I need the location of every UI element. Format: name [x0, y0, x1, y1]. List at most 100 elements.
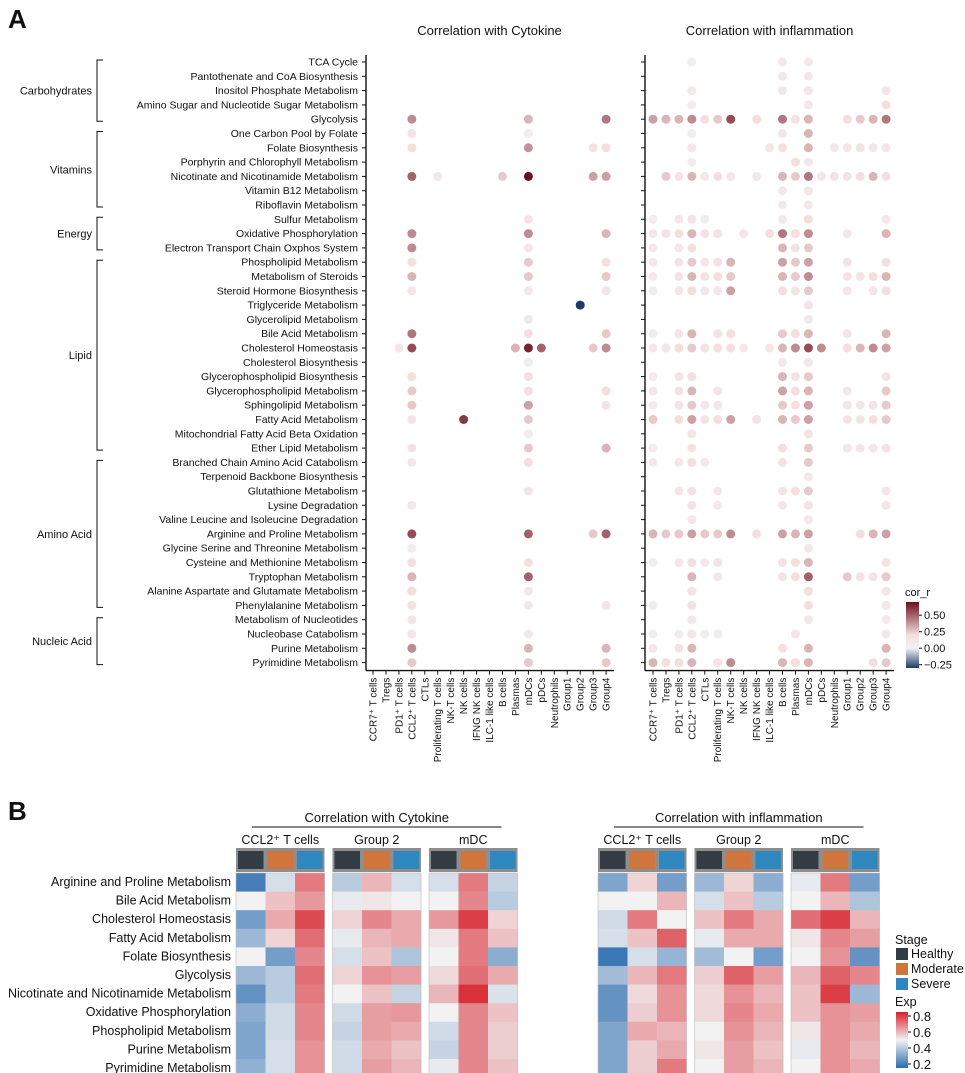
heatmap-cell	[265, 1021, 296, 1041]
data-dot	[778, 286, 787, 296]
heatmap-cell	[850, 873, 880, 892]
heatmap-cell	[429, 966, 459, 985]
cell-group-label: Group 2	[716, 833, 761, 847]
heatmap-cell	[332, 910, 363, 930]
legend-colorbar	[906, 602, 919, 668]
data-dot	[687, 529, 697, 539]
x-tick-label: Group4	[882, 677, 893, 711]
x-tick-label: pDCs	[817, 678, 828, 703]
heatmap-cell	[458, 947, 489, 967]
data-dot	[803, 214, 813, 224]
data-dot	[778, 57, 787, 67]
heatmap-cell	[753, 984, 784, 1004]
heatmap-row-label: Oxidative Phosphorylation	[86, 1005, 231, 1019]
heatmap-cell	[598, 984, 628, 1004]
exp-legend-tick-label: 0.2	[913, 1057, 931, 1072]
data-dot	[648, 243, 658, 253]
row-label: Metabolism of Nucleotides	[235, 614, 358, 626]
data-dot	[778, 558, 787, 567]
data-dot	[881, 272, 891, 281]
data-dot	[803, 114, 813, 124]
heatmap-cell	[724, 910, 754, 930]
data-dot	[842, 143, 852, 153]
data-dot	[842, 257, 852, 267]
data-dot	[700, 415, 710, 424]
x-tick-label: CCR7⁺ T cells	[649, 678, 660, 742]
heatmap-cell	[753, 947, 784, 967]
heatmap-cell	[362, 928, 392, 948]
stage-swatch	[334, 851, 360, 869]
heatmap-block-border	[428, 872, 518, 1073]
data-dot	[790, 415, 800, 424]
data-dot	[687, 400, 697, 410]
heatmap-cell	[820, 966, 851, 985]
heatmap-cell	[295, 1059, 325, 1073]
data-dot	[407, 114, 417, 124]
data-dot	[726, 171, 736, 181]
heatmap-cell	[362, 891, 392, 911]
heatmap-cell	[724, 1003, 754, 1023]
x-tick-label: Plasmas	[791, 678, 802, 716]
data-dot	[881, 114, 891, 124]
heatmap-cell	[265, 1040, 296, 1060]
data-dot	[881, 100, 891, 110]
data-dot	[842, 171, 852, 181]
heatmap-cell	[820, 928, 851, 948]
heatmap-cell	[488, 1003, 518, 1023]
heatmap-cell	[694, 1003, 725, 1023]
data-dot	[674, 486, 684, 496]
data-dot	[687, 157, 697, 167]
x-tick-label: CCL2⁺ T cells	[687, 678, 698, 740]
data-dot	[713, 272, 723, 281]
data-dot	[790, 272, 800, 281]
data-dot	[881, 171, 891, 181]
heatmap-cell	[724, 947, 754, 967]
x-tick-label: CTLs	[420, 678, 431, 702]
data-dot	[523, 129, 533, 138]
heatmap-cell	[791, 984, 821, 1004]
data-dot	[687, 600, 697, 610]
heatmap-cell	[598, 1059, 628, 1073]
x-tick-label: Neutrophils	[550, 678, 561, 729]
data-dot	[459, 415, 469, 424]
x-tick-label: Tregs	[381, 678, 392, 703]
heatmap-cell	[488, 1040, 518, 1060]
data-dot	[687, 343, 697, 353]
heatmap-cell	[850, 1003, 880, 1023]
heatmap-cell	[753, 966, 784, 985]
cell-group-label: CCL2⁺ T cells	[241, 833, 319, 847]
data-dot	[713, 329, 723, 339]
heatmap-cell	[332, 947, 363, 967]
data-dot	[855, 114, 865, 124]
data-dot	[713, 558, 723, 567]
data-dot	[881, 529, 891, 539]
heatmap-cell	[850, 910, 880, 930]
data-dot	[523, 114, 533, 124]
x-tick-label: Group1	[563, 677, 574, 711]
data-dot	[790, 171, 800, 181]
data-dot	[726, 415, 736, 424]
data-dot	[803, 415, 813, 424]
data-dot	[407, 457, 417, 467]
data-dot	[687, 329, 697, 339]
data-dot	[855, 171, 865, 181]
data-dot	[687, 586, 697, 596]
data-dot	[778, 257, 787, 267]
data-dot	[803, 372, 813, 382]
data-dot	[407, 443, 417, 453]
legend-tick-label: 0.25	[924, 627, 945, 639]
row-label: Pyrimidine Metabolism	[252, 657, 358, 669]
data-dot	[700, 114, 710, 124]
data-dot	[523, 429, 533, 439]
stage-swatch	[267, 851, 293, 869]
heatmap-cell	[791, 1059, 821, 1073]
heatmap-cell	[332, 966, 363, 985]
heatmap-cell	[295, 1021, 325, 1041]
data-dot	[790, 572, 800, 582]
row-label: Branched Chain Amino Acid Catabolism	[172, 457, 358, 469]
data-dot	[713, 415, 723, 424]
heatmap-cell	[458, 966, 489, 985]
data-dot	[790, 243, 800, 253]
data-dot	[601, 143, 611, 153]
heatmap-cell	[362, 984, 392, 1004]
